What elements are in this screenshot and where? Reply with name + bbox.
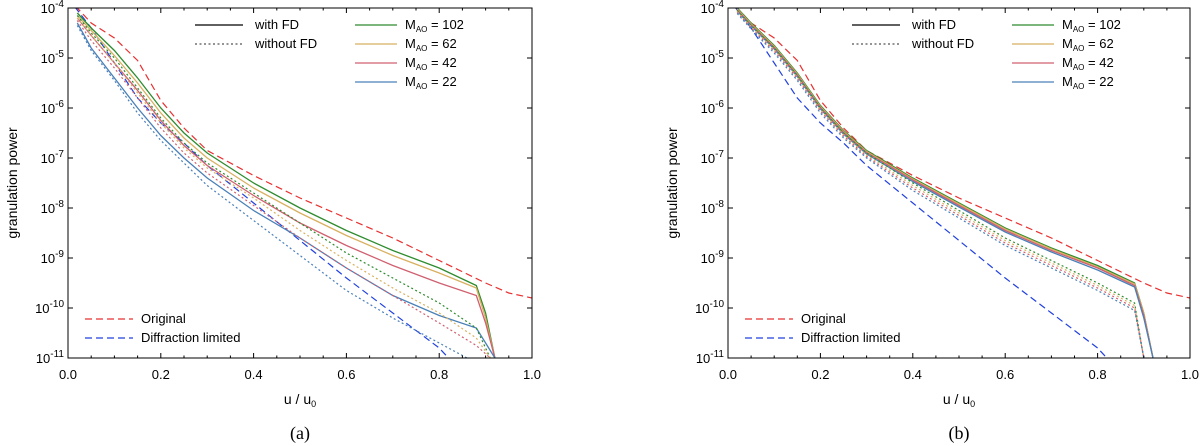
y-tick-label: 10-7 bbox=[701, 149, 725, 166]
y-tick-label: 10-7 bbox=[41, 149, 65, 166]
series-line-6 bbox=[736, 10, 1145, 358]
series-line-1 bbox=[74, 8, 449, 358]
x-tick-label: 1.0 bbox=[523, 367, 541, 382]
y-tick-label: 10-10 bbox=[35, 299, 64, 316]
series-group bbox=[734, 8, 1190, 358]
y-tick-label: 10-5 bbox=[701, 49, 725, 66]
x-tick-label: 1.0 bbox=[1181, 367, 1199, 382]
x-tick-label: 0.2 bbox=[811, 367, 829, 382]
y-tick-label: 10-10 bbox=[695, 299, 724, 316]
legend-mao-label: MAO = 22 bbox=[405, 74, 457, 91]
series-line-7 bbox=[76, 17, 491, 358]
legend-style-label: with FD bbox=[254, 17, 299, 32]
x-tick-label: 0.0 bbox=[59, 367, 77, 382]
legend-style-label: without FD bbox=[254, 36, 317, 51]
x-tick-label: 0.2 bbox=[152, 367, 170, 382]
series-line-0 bbox=[76, 8, 532, 299]
panel-label: (b) bbox=[949, 423, 970, 444]
series-group bbox=[74, 8, 532, 358]
series-line-9 bbox=[76, 25, 468, 358]
y-tick-label: 10-8 bbox=[701, 199, 725, 216]
x-tick-label: 0.0 bbox=[719, 367, 737, 382]
y-tick-label: 10-6 bbox=[41, 99, 65, 116]
legend-mao-label: MAO = 62 bbox=[405, 36, 457, 53]
y-tick-label: 10-11 bbox=[696, 349, 725, 366]
y-axis-label: granulation power bbox=[4, 127, 20, 239]
series-line-0 bbox=[736, 8, 1190, 299]
panel-a: 0.0 0.2 0.4 0.6 0.8 1.0 10-4 10-5 10-6 10-7 10-8 10… bbox=[4, 0, 541, 444]
x-tick-label: 0.8 bbox=[430, 367, 448, 382]
series-line-1 bbox=[734, 8, 1108, 358]
series-line-6 bbox=[76, 15, 491, 358]
legend-mao-label: MAO = 62 bbox=[1062, 36, 1114, 53]
legend-mao-label: MAO = 42 bbox=[405, 55, 457, 72]
x-tick-label: 0.6 bbox=[337, 367, 355, 382]
y-axis-label: granulation power bbox=[664, 127, 680, 239]
series-line-2 bbox=[76, 12, 496, 358]
y-tick-label: 10-5 bbox=[41, 49, 65, 66]
legend-mao-label: MAO = 42 bbox=[1062, 55, 1114, 72]
y-tick-label: 10-4 bbox=[41, 0, 65, 16]
series-line-9 bbox=[736, 13, 1145, 358]
x-axis-label: u / u0 bbox=[943, 391, 975, 409]
legend-mao-label: MAO = 22 bbox=[1062, 74, 1114, 91]
x-tick-label: 0.8 bbox=[1089, 367, 1107, 382]
legend-ref-label: Diffraction limited bbox=[801, 330, 900, 345]
y-tick-label: 10-9 bbox=[41, 249, 65, 266]
series-line-5 bbox=[76, 22, 496, 358]
legend-mao-label: MAO = 102 bbox=[1062, 17, 1121, 34]
panel-b: 0.0 0.2 0.4 0.6 0.8 1.0 10-4 10-5 10-6 10-7 10-8 10… bbox=[664, 0, 1199, 444]
legend-style-label: with FD bbox=[911, 17, 956, 32]
legend-ref-label: Original bbox=[141, 311, 186, 326]
legend-ref-label: Original bbox=[801, 311, 846, 326]
x-tick-label: 0.6 bbox=[996, 367, 1014, 382]
x-tick-label: 0.4 bbox=[245, 367, 263, 382]
legend-style-label: without FD bbox=[911, 36, 974, 51]
series-line-4 bbox=[76, 17, 496, 358]
series-line-7 bbox=[736, 11, 1145, 358]
legend-mao-label: MAO = 102 bbox=[405, 17, 464, 34]
series-line-8 bbox=[736, 12, 1145, 358]
y-tick-label: 10-9 bbox=[701, 249, 725, 266]
series-line-8 bbox=[76, 20, 491, 358]
y-tick-label: 10-11 bbox=[36, 349, 65, 366]
legend-ref-label: Diffraction limited bbox=[141, 330, 240, 345]
y-tick-label: 10-4 bbox=[701, 0, 725, 16]
y-tick-label: 10-6 bbox=[701, 99, 725, 116]
y-tick-label: 10-8 bbox=[41, 199, 65, 216]
series-line-3 bbox=[76, 15, 496, 358]
x-tick-label: 0.4 bbox=[904, 367, 922, 382]
x-axis-label: u / u0 bbox=[284, 391, 316, 409]
panel-label: (a) bbox=[290, 423, 310, 444]
